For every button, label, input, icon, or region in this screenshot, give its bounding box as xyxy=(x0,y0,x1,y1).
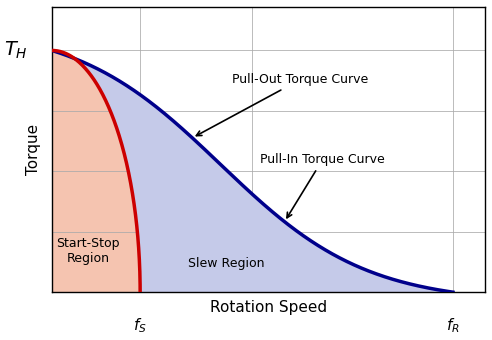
Text: $T_H$: $T_H$ xyxy=(4,40,28,61)
Text: Slew Region: Slew Region xyxy=(188,257,265,270)
Text: $f_R$: $f_R$ xyxy=(446,316,460,335)
X-axis label: Rotation Speed: Rotation Speed xyxy=(210,300,327,315)
Text: Pull-In Torque Curve: Pull-In Torque Curve xyxy=(260,153,385,218)
Text: Pull-Out Torque Curve: Pull-Out Torque Curve xyxy=(196,73,369,136)
Text: Start-Stop
Region: Start-Stop Region xyxy=(56,237,120,265)
Text: $f_S$: $f_S$ xyxy=(133,316,147,335)
Y-axis label: Torque: Torque xyxy=(27,124,41,175)
